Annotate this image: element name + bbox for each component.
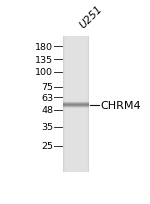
Text: U251: U251: [78, 4, 105, 31]
Text: 180: 180: [35, 43, 53, 52]
Text: 35: 35: [41, 123, 53, 132]
Text: 63: 63: [41, 93, 53, 102]
Text: 75: 75: [41, 83, 53, 92]
Text: 100: 100: [35, 68, 53, 77]
Text: 48: 48: [41, 106, 53, 115]
Text: 135: 135: [35, 55, 53, 64]
Text: 25: 25: [41, 142, 53, 151]
Text: CHRM4: CHRM4: [100, 100, 141, 110]
